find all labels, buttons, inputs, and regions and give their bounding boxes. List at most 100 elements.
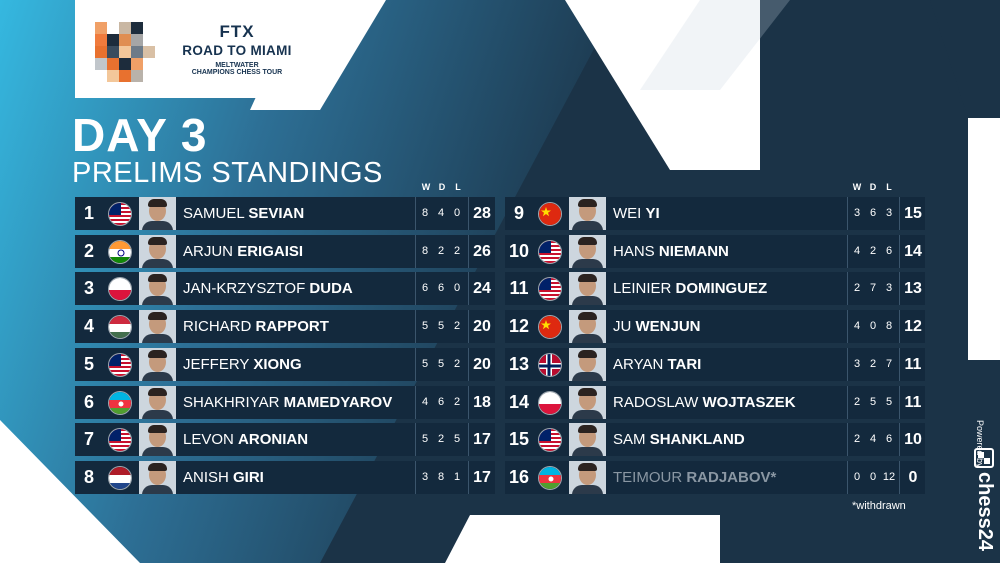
draws: 2 — [869, 358, 877, 370]
usa-flag-icon — [538, 240, 562, 264]
wins: 2 — [853, 433, 861, 445]
player-name: LEVON ARONIAN — [183, 423, 308, 456]
player-name: SAM SHANKLAND — [613, 423, 745, 456]
standings-row: 6 SHAKHRIYAR MAMEDYAROV 4 6 2 18 — [75, 386, 495, 419]
last-name: WENJUN — [635, 318, 701, 335]
points: 24 — [468, 272, 495, 305]
rank: 12 — [508, 316, 530, 336]
standings-row: 4 RICHARD RAPPORT 5 5 2 20 — [75, 310, 495, 343]
losses: 5 — [453, 433, 461, 445]
first-name: ARYAN — [613, 356, 664, 373]
losses: 5 — [885, 396, 893, 408]
first-name: WEI — [613, 205, 642, 222]
netherlands-flag-icon — [108, 466, 132, 490]
last-name: GIRI — [233, 469, 264, 486]
points: 18 — [468, 386, 495, 419]
col-d: D — [869, 182, 877, 192]
first-name: JU — [613, 318, 632, 335]
event-series: CHAMPIONS CHESS TOUR — [191, 69, 283, 76]
wins: 5 — [421, 358, 429, 370]
player-name: SHAKHRIYAR MAMEDYAROV — [183, 386, 392, 419]
wins: 6 — [421, 282, 429, 294]
last-name: DOMINGUEZ — [675, 280, 768, 297]
rank: 4 — [83, 316, 94, 336]
usa-flag-icon — [538, 428, 562, 452]
points: 11 — [899, 386, 926, 419]
wins: 8 — [421, 245, 429, 257]
wins: 3 — [853, 207, 861, 219]
first-name: LEINIER — [613, 280, 672, 297]
losses: 0 — [453, 282, 461, 294]
player-photo — [569, 423, 606, 456]
points: 17 — [468, 461, 495, 494]
losses: 0 — [453, 207, 461, 219]
player-photo — [139, 348, 176, 381]
last-name: DUDA — [309, 280, 353, 297]
wins: 5 — [421, 433, 429, 445]
wins: 4 — [421, 396, 429, 408]
last-name: XIONG — [253, 356, 302, 373]
draws: 6 — [437, 396, 445, 408]
player-photo — [139, 272, 176, 305]
last-name: MAMEDYAROV — [283, 394, 393, 411]
losses: 2 — [453, 358, 461, 370]
first-name: HANS — [613, 243, 655, 260]
points: 13 — [899, 272, 926, 305]
last-name: RADJABOV* — [686, 469, 777, 486]
usa-flag-icon — [108, 202, 132, 226]
player-name: HANS NIEMANN — [613, 235, 729, 268]
wins: 4 — [853, 245, 861, 257]
standings-row: 7 LEVON ARONIAN 5 2 5 17 — [75, 423, 495, 456]
draws: 5 — [437, 358, 445, 370]
india-flag-icon — [108, 240, 132, 264]
poland-flag-icon — [108, 277, 132, 301]
rank: 6 — [83, 392, 94, 412]
first-name: SAMUEL — [183, 205, 245, 222]
wins: 2 — [853, 282, 861, 294]
first-name: ANISH — [183, 469, 229, 486]
col-l: L — [455, 182, 461, 192]
draws: 4 — [437, 207, 445, 219]
first-name: RICHARD — [183, 318, 252, 335]
standings-subtitle: PRELIMS STANDINGS — [72, 157, 383, 189]
player-name: SAMUEL SEVIAN — [183, 197, 304, 230]
losses: 8 — [885, 320, 893, 332]
usa-flag-icon — [538, 277, 562, 301]
china-flag-icon — [538, 202, 562, 226]
draws: 5 — [869, 396, 877, 408]
rank: 5 — [83, 354, 94, 374]
points: 17 — [468, 423, 495, 456]
last-name: ARONIAN — [238, 431, 309, 448]
points: 20 — [468, 348, 495, 381]
rank: 15 — [508, 429, 530, 449]
player-photo — [569, 235, 606, 268]
player-name: JU WENJUN — [613, 310, 701, 343]
losses: 12 — [882, 471, 896, 483]
draws: 2 — [869, 245, 877, 257]
points: 20 — [468, 310, 495, 343]
first-name: RADOSLAW — [613, 394, 699, 411]
player-name: ARYAN TARI — [613, 348, 701, 381]
standings-row: 14 RADOSLAW WOJTASZEK 2 5 5 11 — [505, 386, 925, 419]
rank: 1 — [83, 203, 94, 223]
last-name: RAPPORT — [255, 318, 329, 335]
losses: 1 — [453, 471, 461, 483]
rank: 7 — [83, 429, 94, 449]
hungary-flag-icon — [108, 315, 132, 339]
player-name: JAN-KRZYSZTOF DUDA — [183, 272, 353, 305]
last-name: TARI — [667, 356, 702, 373]
wins: 2 — [853, 396, 861, 408]
points: 11 — [899, 348, 926, 381]
day-title: DAY 3 — [72, 109, 208, 161]
standings-row: 3 JAN-KRZYSZTOF DUDA 6 6 0 24 — [75, 272, 495, 305]
col-w: W — [421, 182, 431, 192]
rank: 13 — [508, 354, 530, 374]
draws: 0 — [869, 320, 877, 332]
last-name: NIEMANN — [658, 243, 729, 260]
draws: 0 — [869, 471, 877, 483]
standings-row: 2 ARJUN ERIGAISI 8 2 2 26 — [75, 235, 495, 268]
losses: 2 — [453, 396, 461, 408]
standings-row: 11 LEINIER DOMINGUEZ 2 7 3 13 — [505, 272, 925, 305]
event-title: ROAD TO MIAMI — [182, 43, 292, 58]
event-brand: FTX ROAD TO MIAMI MELTWATER CHAMPIONS CH… — [167, 22, 307, 76]
